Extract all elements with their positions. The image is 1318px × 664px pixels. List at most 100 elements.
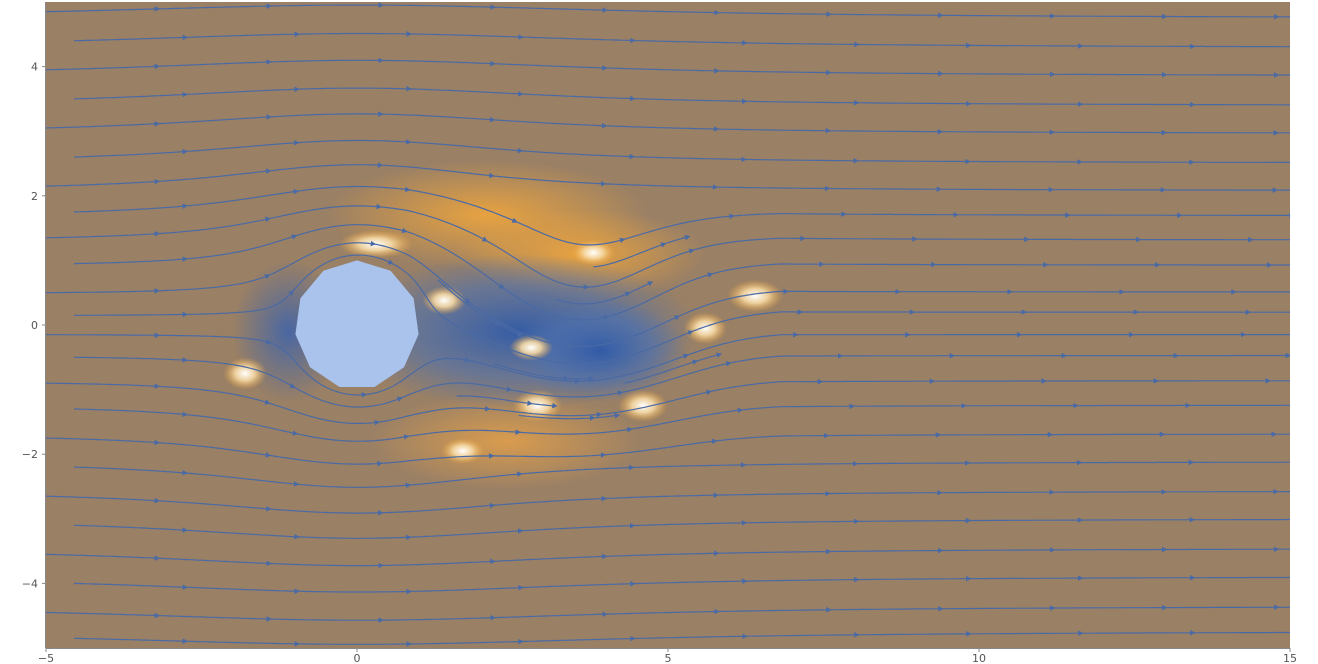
streamline-segment: [969, 575, 1084, 581]
streamline-segment: [745, 100, 860, 106]
streamline-segment: [488, 408, 603, 418]
streamline-segment: [381, 59, 496, 67]
streamline-segment: [46, 63, 161, 71]
streamline-segment: [185, 529, 300, 540]
streamline-segment: [46, 178, 161, 187]
streamline-segment: [828, 186, 943, 192]
streamline-segment: [297, 86, 412, 92]
streamline-segment: [968, 517, 1084, 523]
streamline-segment: [456, 395, 533, 406]
streamline-segment: [844, 211, 959, 218]
streamline-segment: [46, 382, 161, 389]
streamline-segment: [185, 359, 296, 388]
streamline-segment: [377, 405, 491, 423]
streamline-segment: [409, 528, 524, 538]
streamline-segment: [364, 357, 471, 396]
streamline-segment: [732, 211, 847, 217]
streamline-segment: [633, 520, 748, 527]
streamline-segment: [521, 93, 636, 102]
streamline-segment: [941, 71, 1056, 78]
streamline-segment: [493, 63, 608, 71]
streamline-segment: [381, 558, 496, 566]
streamline-segment: [717, 607, 832, 613]
streamline-segment: [939, 186, 1055, 193]
streamline-segment: [73, 466, 189, 476]
streamline-segment: [745, 632, 860, 638]
streamline-segment: [46, 553, 161, 561]
streamlines: [46, 2, 1290, 647]
streamline-segment: [828, 489, 943, 496]
streamline-segment: [633, 578, 748, 585]
hotspot: [571, 239, 616, 266]
streamline-segment: [969, 101, 1084, 107]
streamline-segment: [578, 353, 689, 382]
streamline-segment: [716, 185, 831, 192]
streamline-segment: [46, 332, 161, 339]
streamline-segment: [409, 33, 524, 40]
streamline-segment: [158, 334, 272, 345]
streamline-segment: [605, 67, 720, 74]
y-ticks: −4 −2 0 2 4: [22, 61, 46, 590]
streamline-segment: [857, 575, 972, 582]
plot-area: [46, 2, 1290, 648]
streamline-segment: [269, 111, 384, 118]
streamline-segment: [73, 91, 189, 100]
streamline-segment: [593, 242, 667, 268]
streamline-segment: [520, 464, 635, 475]
streamline-segment: [409, 141, 524, 154]
streamline-segment: [745, 518, 860, 525]
axes: −5 0 5 10 15 −4 −2 0 2 4: [22, 2, 1297, 664]
y-tick-label: −4: [22, 577, 38, 590]
streamline-segment: [632, 462, 747, 469]
streamline-segment: [468, 359, 581, 384]
streamline-segment: [380, 453, 495, 464]
streamline-segment: [74, 524, 189, 533]
streamline-segment: [46, 495, 161, 504]
streamline-segment: [521, 580, 636, 589]
streamline-segment: [493, 363, 570, 382]
streamline-segment: [297, 139, 412, 145]
streamline-segment: [409, 638, 524, 645]
streamline-segment: [521, 36, 636, 44]
streamline-segment: [623, 213, 735, 241]
streamline-segment: [605, 608, 720, 615]
streamline-segment: [493, 553, 608, 562]
streamline-segment: [268, 203, 382, 220]
streamline-segment: [157, 168, 272, 182]
streamline-segment: [827, 432, 942, 438]
streamline-segment: [969, 630, 1084, 636]
hotspot: [223, 357, 267, 390]
streamline-segment: [381, 614, 496, 621]
streamline-segment: [74, 256, 189, 265]
streamline-segment: [157, 216, 271, 235]
streamline-segment: [828, 128, 944, 135]
streamline-segment: [604, 492, 720, 500]
streamline-segment: [185, 189, 299, 207]
streamline-segment: [711, 261, 825, 275]
streamline-segment: [185, 140, 300, 153]
streamline-segment: [408, 189, 518, 223]
streamline-segment: [391, 262, 479, 337]
wake-core-region: [512, 299, 687, 403]
streamline-segment: [185, 586, 301, 594]
x-tick-label: 5: [665, 652, 672, 664]
streamline-segment: [632, 156, 747, 163]
streamline-segment: [677, 288, 789, 318]
streamline-segment: [695, 352, 723, 362]
streamline-segment: [740, 403, 856, 411]
streamline-segment: [157, 442, 272, 458]
streamline-segment: [571, 315, 681, 348]
streamline-segment: [269, 342, 368, 398]
streamline-segment: [400, 382, 513, 399]
streamline-segment: [295, 224, 408, 237]
streamline-segment: [185, 640, 301, 647]
streamline-segment: [605, 9, 720, 16]
streamline-segment: [74, 203, 189, 213]
streamline-segment: [268, 240, 377, 276]
streamline-segment: [157, 385, 271, 405]
streamline-segment: [628, 281, 654, 294]
streamline-segment: [633, 39, 748, 46]
streamline-segment: [409, 88, 524, 97]
x-tick-label: 0: [354, 652, 361, 664]
y-tick-label: 2: [31, 190, 38, 203]
